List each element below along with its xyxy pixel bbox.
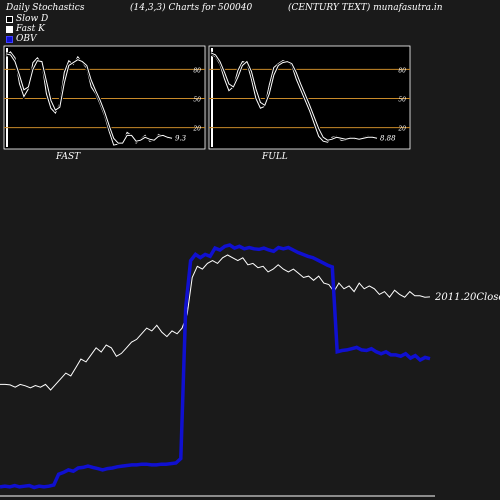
close-price-line	[0, 254, 431, 391]
full-last-value-label: 8.88	[380, 134, 396, 142]
fast-panel-title: FAST	[56, 152, 81, 162]
obv-line	[0, 243, 431, 490]
legend-fast-k: Fast K	[6, 24, 45, 34]
close-price-label: 2011.20Close	[434, 292, 500, 303]
legend-obv: OBV	[6, 34, 37, 44]
slow-d-swatch	[6, 15, 13, 23]
fast-level-label-50: 50	[193, 97, 201, 104]
fast-level-label-20: 20	[192, 126, 201, 133]
full-level-label-50: 50	[398, 97, 406, 104]
legend-fast-k-label: Fast K	[16, 24, 45, 34]
legend-slow-d: Slow D	[6, 14, 48, 24]
obv-swatch	[6, 35, 13, 43]
chart-params: (14,3,3) Charts for 500040	[130, 3, 253, 13]
full-series-1-line	[210, 52, 378, 141]
full-panel-title: FULL	[262, 152, 288, 162]
legend-slow-d-label: Slow D	[16, 14, 49, 24]
chart-title: Daily Stochastics	[6, 3, 85, 13]
full-level-label-80: 80	[398, 67, 406, 74]
site-label: (CENTURY TEXT) munafasutra.in	[288, 3, 443, 13]
fast-level-label-80: 80	[193, 67, 201, 74]
fast-series-1-line	[5, 53, 173, 144]
fast-last-value-label: 9.3	[175, 134, 187, 142]
legend-obv-label: OBV	[16, 34, 37, 44]
fast-k-swatch	[6, 25, 13, 33]
full-level-label-20: 20	[397, 126, 406, 133]
